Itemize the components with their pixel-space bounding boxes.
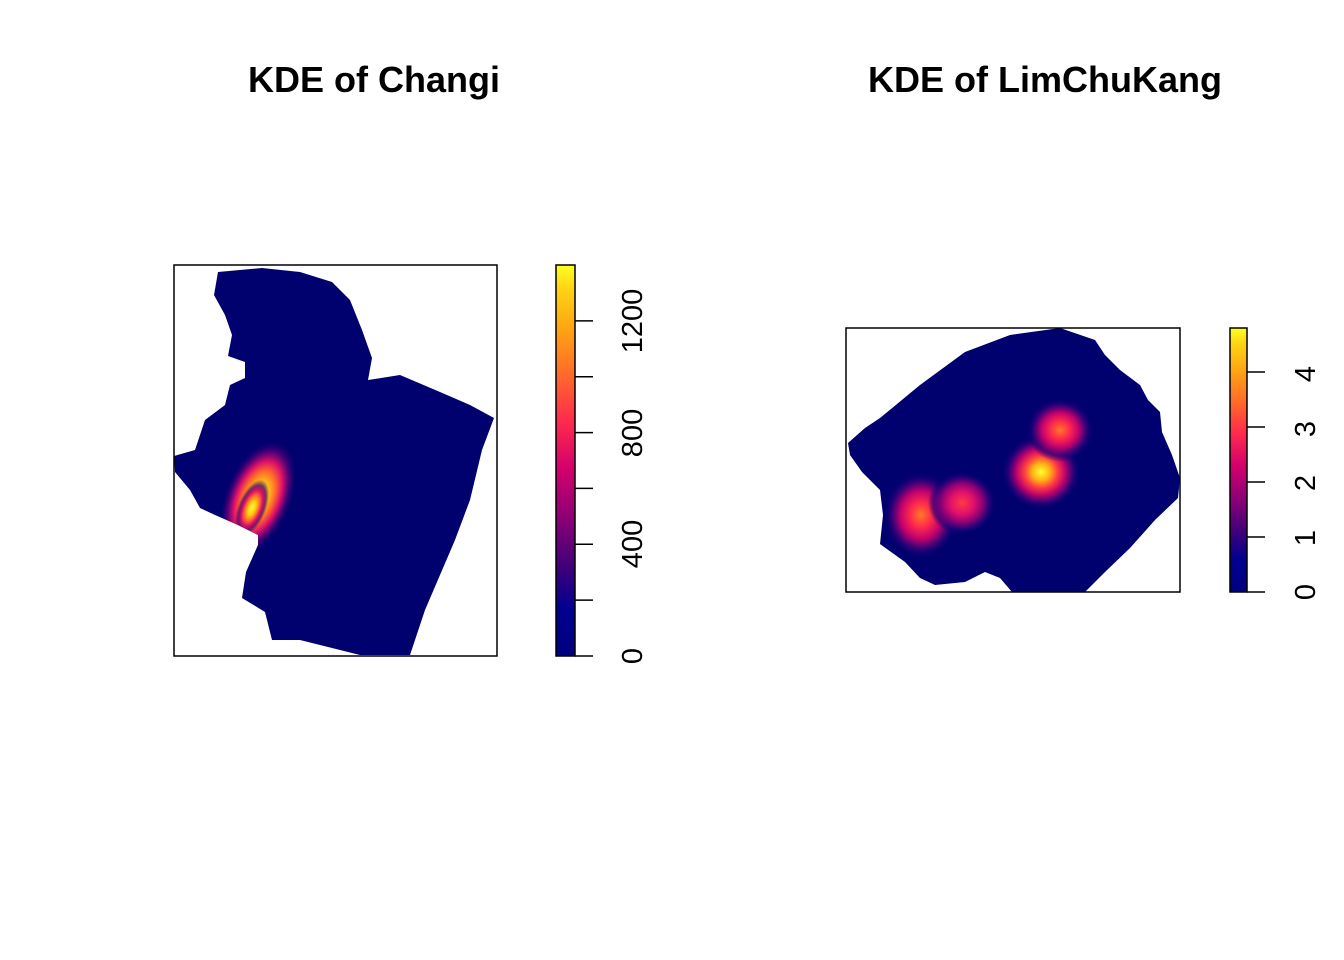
panel-title-limchukang: KDE of LimChuKang — [868, 59, 1222, 100]
colorbar-ticks-changi — [575, 320, 593, 657]
plot-frame-limchukang — [845, 327, 1181, 593]
panel-limchukang: KDE of LimChuKang 0 1 2 3 4 — [845, 59, 1322, 600]
panel-title-changi: KDE of Changi — [248, 59, 500, 100]
colorbar-strip-limchukang — [1229, 327, 1248, 593]
panel-changi: KDE of Changi 0 400 800 1200 — [173, 59, 649, 664]
colorbar-tick-label: 4 — [1290, 366, 1322, 382]
heatmap-limchukang — [848, 328, 1180, 592]
colorbar-strip-changi — [555, 264, 576, 657]
colorbar-tick-label: 2 — [1290, 475, 1322, 491]
colorbar-ticks-limchukang — [1247, 371, 1265, 593]
plot-frame-changi — [173, 264, 498, 657]
colorbar-tick-label: 1 — [1290, 530, 1322, 546]
colorbar-tick-label: 0 — [1290, 584, 1322, 600]
hotspot-north-center — [1026, 398, 1094, 462]
colorbar-tick-label: 0 — [617, 648, 649, 664]
hotspot-west-ridge-core — [234, 479, 270, 537]
colorbar-tick-label: 3 — [1290, 421, 1322, 437]
colorbar-tick-label: 1200 — [617, 289, 649, 354]
heatmap-changi — [174, 268, 494, 655]
colorbar-limchukang: 0 1 2 3 4 — [1229, 327, 1322, 600]
hotspot-south-mid — [928, 471, 996, 535]
density-background — [174, 268, 494, 655]
colorbar-tick-label: 400 — [617, 520, 649, 568]
colorbar-tick-label: 800 — [617, 409, 649, 457]
colorbar-changi: 0 400 800 1200 — [555, 264, 649, 664]
